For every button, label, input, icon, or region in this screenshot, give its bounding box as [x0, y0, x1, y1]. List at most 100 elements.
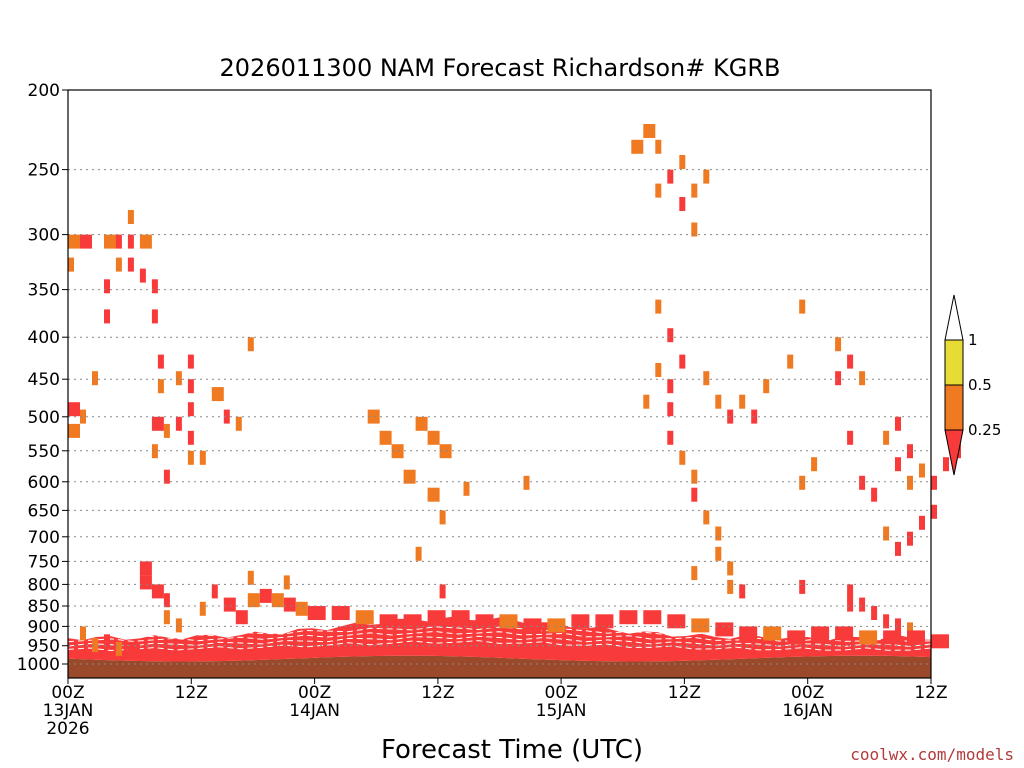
ri-cell [463, 481, 470, 496]
colorbar-label: 0.25 [968, 421, 1001, 439]
ri-cell [787, 354, 794, 369]
ri-cell [403, 614, 422, 629]
ri-cell [907, 531, 913, 546]
ri-cell [331, 606, 350, 620]
ri-cell [655, 299, 662, 314]
ri-cell [667, 402, 674, 417]
ri-cell [439, 510, 446, 525]
ri-cell [883, 430, 890, 445]
ground-surface [68, 655, 931, 678]
ri-cell [499, 614, 518, 629]
ri-cell [835, 626, 854, 641]
ri-cell [139, 268, 146, 283]
ri-cell [187, 379, 194, 394]
colorbar-swatch-0.25-0.5 [944, 384, 964, 431]
ri-cell [295, 601, 308, 616]
ri-cell [715, 622, 734, 637]
ri-cell [247, 337, 254, 352]
colorbar-label: 1 [968, 331, 978, 349]
ri-cell [907, 622, 913, 637]
ri-cell [355, 610, 374, 625]
x-tick-label: 16JAN [782, 701, 833, 721]
ri-cell [283, 597, 296, 612]
ri-cell [403, 469, 416, 484]
ri-cell [667, 379, 674, 394]
ri-cell [391, 444, 404, 459]
x-tick-label: 00Z [791, 683, 824, 703]
ri-cell [115, 234, 122, 249]
ri-cell [727, 409, 734, 424]
ri-cell [907, 475, 913, 490]
ri-cell [715, 394, 722, 409]
ri-cell [151, 309, 158, 324]
ri-cell [811, 626, 830, 641]
ri-cell [919, 515, 925, 530]
x-tick-label: 15JAN [536, 701, 587, 721]
ri-cell [523, 475, 530, 490]
ri-cell [163, 610, 170, 625]
ri-cell [151, 584, 164, 599]
ri-cell [175, 618, 182, 633]
y-tick-label: 700 [28, 528, 60, 548]
colorbar-label: 0.5 [968, 376, 992, 394]
colorbar-top-arrow [944, 294, 964, 341]
grid-lines [68, 89, 931, 665]
ri-cell [835, 371, 842, 386]
ri-cell [127, 641, 140, 656]
ri-cell [157, 379, 164, 394]
y-tick-label: 900 [28, 617, 60, 637]
ri-cell [151, 279, 158, 294]
ri-cell [187, 354, 194, 369]
ri-cell [68, 234, 80, 249]
ri-cell [847, 597, 854, 612]
y-axis: 200 250 300 350 400 450 500 550 600 650 700 750 8008… [17, 81, 68, 675]
ri-cell [691, 183, 698, 198]
ri-cell [523, 618, 542, 633]
y-tick-label: 950 [28, 637, 60, 657]
ri-cell [895, 541, 901, 556]
ri-cell [223, 597, 236, 612]
ri-cell [115, 257, 122, 272]
ri-cell [427, 610, 446, 625]
ri-cell [667, 430, 674, 445]
ri-cell [715, 546, 722, 561]
ri-cell [247, 593, 260, 608]
ri-cell [895, 457, 901, 472]
ri-cell [799, 475, 806, 490]
ri-cell [667, 614, 686, 629]
ri-cell [691, 566, 698, 581]
ri-cell [427, 487, 440, 502]
ri-cell [415, 416, 428, 431]
ri-cell [157, 354, 164, 369]
colorbar: 1 0.5 0.25 [944, 294, 1001, 476]
y-tick-label: 850 [28, 597, 60, 617]
ri-cell [104, 234, 116, 249]
ri-cell [763, 379, 770, 394]
ri-cell [739, 626, 758, 641]
ri-cell [883, 630, 902, 645]
x-tick-label: 00Z [298, 683, 331, 703]
ri-cell [919, 463, 925, 478]
ri-cell [631, 139, 644, 154]
ri-cell [127, 234, 134, 249]
ri-cell [703, 371, 710, 386]
ri-cell [163, 593, 170, 608]
y-tick-label: 350 [28, 281, 60, 301]
ri-cell [187, 430, 194, 445]
ri-cell [859, 597, 866, 612]
ri-cell [847, 354, 854, 369]
ri-cell [283, 575, 290, 590]
ri-cell [139, 561, 152, 576]
ri-cell [259, 588, 272, 603]
ri-cell [80, 626, 86, 641]
ri-cell [247, 570, 254, 585]
y-tick-label: 800 [28, 575, 60, 595]
y-tick-label: 300 [28, 226, 60, 246]
ri-cell [595, 614, 614, 629]
x-tick-label: 2026 [46, 719, 89, 739]
ri-cell [379, 614, 398, 629]
chart-title: 2026011300 NAM Forecast Richardson# KGRB [220, 54, 781, 82]
ri-cell [691, 618, 710, 633]
ri-cell [655, 183, 662, 198]
ri-cell [271, 593, 284, 608]
